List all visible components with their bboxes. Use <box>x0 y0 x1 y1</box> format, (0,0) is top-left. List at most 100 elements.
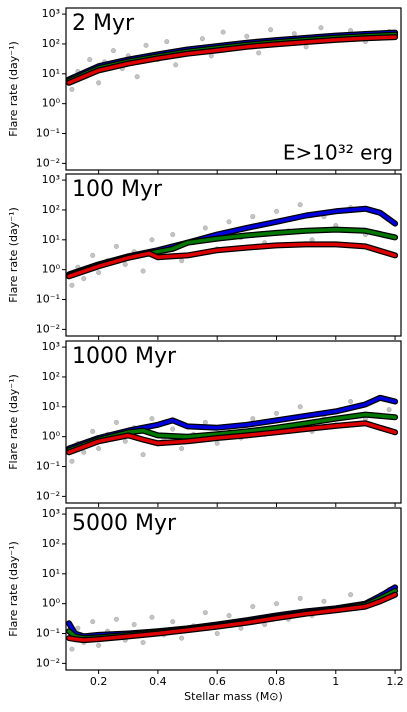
line <box>67 412 397 453</box>
scatter-point <box>202 225 208 231</box>
scatter-point <box>140 639 146 646</box>
scatter-point <box>143 42 149 48</box>
scatter-point <box>81 276 87 282</box>
scatter-point <box>318 25 324 31</box>
y-tick-label: 10² <box>42 203 60 216</box>
x-tick-label: 1.2 <box>386 675 404 688</box>
y-axis-label: Flare rate (day⁻¹) <box>7 41 20 137</box>
scatter-point <box>199 36 205 42</box>
scatter-point <box>69 282 75 288</box>
panel-title: 2 Myr <box>72 11 135 36</box>
plot-area <box>66 202 399 288</box>
scatter-point <box>96 270 102 276</box>
y-tick-label: 10⁻² <box>36 489 60 502</box>
scatter-point <box>110 48 116 54</box>
scatter-point <box>69 646 75 652</box>
scatter-point <box>140 452 146 458</box>
y-tick-label: 10³ <box>42 173 60 186</box>
plot-area <box>66 394 399 464</box>
y-tick-label: 10³ <box>42 507 60 520</box>
axes-frame <box>65 340 402 504</box>
panel: 10⁻² 10⁻¹ 10⁰ 10¹ 10² 10³ 100 Myr Flare rate (d… <box>7 173 402 340</box>
scatter-point <box>113 616 119 622</box>
y-tick-label: 10¹ <box>42 567 60 580</box>
y-tick-label: 10¹ <box>42 400 60 413</box>
scatter-point <box>131 621 137 628</box>
y-tick-label: 10² <box>42 37 60 50</box>
axes-frame <box>65 7 402 171</box>
scatter-point <box>348 398 354 405</box>
scatter-point <box>122 261 128 267</box>
scatter-point <box>90 428 96 434</box>
line <box>67 206 397 277</box>
scatter-point <box>179 258 185 264</box>
scatter-point <box>297 595 303 601</box>
scatter-point <box>134 74 140 80</box>
plot-area <box>66 25 399 92</box>
y-tick-label: 10⁻¹ <box>36 460 60 473</box>
scatter-point <box>273 601 280 607</box>
scatter-point <box>250 604 256 610</box>
x-tick-label: 0.8 <box>268 675 286 688</box>
scatter-point <box>250 214 256 220</box>
panel-title: 1000 Myr <box>72 344 177 369</box>
line <box>67 242 397 279</box>
x-tick-label: 0.6 <box>208 675 226 688</box>
y-axis-label: Flare rate (day⁻¹) <box>7 541 20 637</box>
scatter-point <box>220 29 226 35</box>
scatter-point <box>179 445 185 452</box>
line <box>67 421 397 455</box>
scatter-point <box>75 625 81 631</box>
panel: 10⁻² 10⁻¹ 10⁰ 10¹ 10² 10³ 0.2 0.4 0.6 0.8 1 1.2 5000… <box>7 507 404 703</box>
scatter-point <box>244 33 250 39</box>
scatter-point <box>273 208 280 214</box>
scatter-point <box>81 449 87 455</box>
y-tick-label: 10³ <box>42 340 60 353</box>
y-tick-label: 10⁰ <box>42 97 61 110</box>
scatter-point <box>140 268 146 274</box>
panel-title: 100 Myr <box>72 177 163 202</box>
x-tick-label: 1 <box>332 675 339 688</box>
y-tick-label: 10⁻² <box>36 156 60 169</box>
scatter-point <box>149 614 155 620</box>
scatter-point <box>256 50 262 56</box>
scatter-point <box>348 592 354 598</box>
scatter-point <box>170 231 176 238</box>
scatter-point <box>250 416 256 422</box>
scatter-point <box>202 610 208 616</box>
scatter-point <box>122 438 128 444</box>
y-tick-label: 10² <box>42 370 60 383</box>
y-tick-label: 10⁰ <box>42 597 61 610</box>
scatter-point <box>96 642 102 648</box>
panel: 10⁻² 10⁻¹ 10⁰ 10¹ 10² 10³ 2 Myr E>10³² erg Flare… <box>7 7 402 174</box>
scatter-point <box>90 252 96 258</box>
x-tick-label: 0.2 <box>90 675 108 688</box>
x-axis-label: Stellar mass (M⊙) <box>184 690 283 703</box>
scatter-point <box>90 619 96 625</box>
annotation: E>10³² erg <box>283 141 393 165</box>
scatter-point <box>273 410 280 416</box>
y-tick-label: 10⁻¹ <box>36 293 60 306</box>
scatter-point <box>214 440 220 446</box>
scatter-point <box>303 44 309 50</box>
scatter-point <box>321 598 327 604</box>
panel-title: 5000 Myr <box>72 511 177 536</box>
y-tick-label: 10⁰ <box>42 430 61 443</box>
y-axis-label: Flare rate (day⁻¹) <box>7 207 20 303</box>
scatter-point <box>113 243 119 249</box>
scatter-point <box>226 219 232 225</box>
axes-frame <box>65 507 402 671</box>
y-tick-label: 10¹ <box>42 233 60 246</box>
line-outline <box>66 205 399 278</box>
y-tick-label: 10⁻² <box>36 656 60 669</box>
line <box>67 227 397 277</box>
plot-area <box>66 584 399 652</box>
line <box>67 592 397 642</box>
scatter-point <box>297 404 303 410</box>
scatter-point <box>170 426 176 432</box>
x-tick-label: 0.4 <box>149 675 167 688</box>
axes-frame <box>65 173 402 337</box>
scatter-point <box>179 635 185 641</box>
y-tick-label: 10⁰ <box>42 263 61 276</box>
